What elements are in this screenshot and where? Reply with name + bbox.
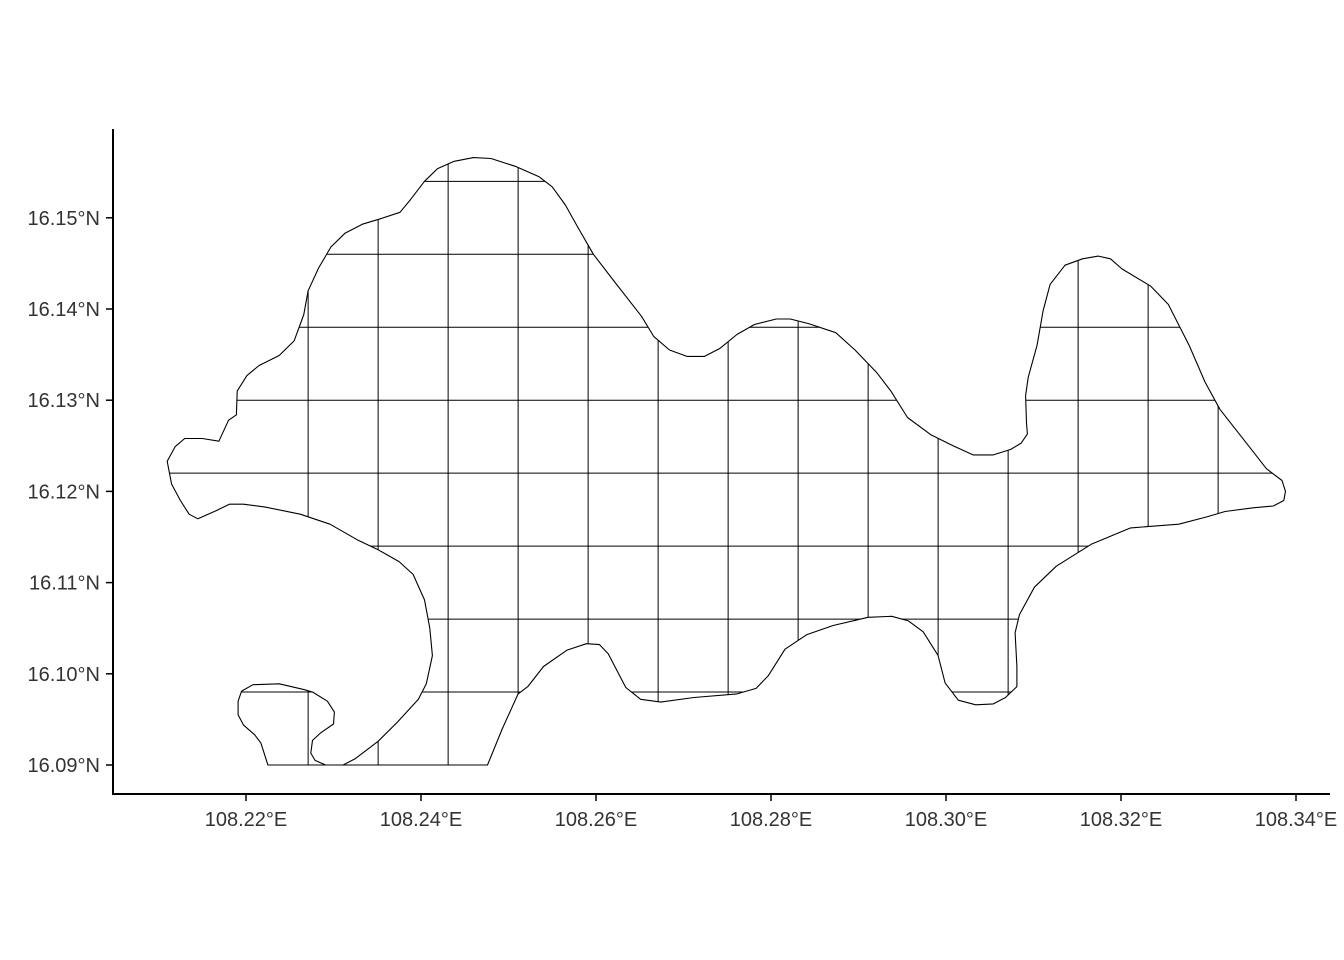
y-tick-label: 16.15°N	[28, 208, 101, 230]
x-ticks: 108.22°E 108.24°E 108.26°E 108.28°E 108.30°E…	[205, 794, 1338, 831]
y-tick-label: 16.10°N	[28, 664, 101, 686]
y-tick-label: 16.09°N	[28, 755, 101, 777]
x-tick-label: 108.24°E	[380, 809, 463, 831]
x-tick-label: 108.22°E	[205, 809, 288, 831]
grid-lines	[169, 163, 1273, 765]
y-tick-label: 16.12°N	[28, 481, 101, 503]
x-tick-label: 108.30°E	[905, 809, 988, 831]
y-tick-label: 16.11°N	[29, 573, 100, 595]
x-tick-label: 108.28°E	[730, 809, 813, 831]
x-tick-label: 108.26°E	[555, 809, 638, 831]
y-tick-label: 16.13°N	[28, 390, 101, 412]
y-tick-label: 16.14°N	[28, 299, 101, 321]
x-tick-label: 108.32°E	[1080, 809, 1163, 831]
y-ticks: 16.09°N 16.10°N 16.11°N 16.12°N 16.13°N 16.14…	[28, 208, 113, 777]
x-tick-label: 108.34°E	[1255, 809, 1338, 831]
region-outline	[166, 157, 1287, 766]
